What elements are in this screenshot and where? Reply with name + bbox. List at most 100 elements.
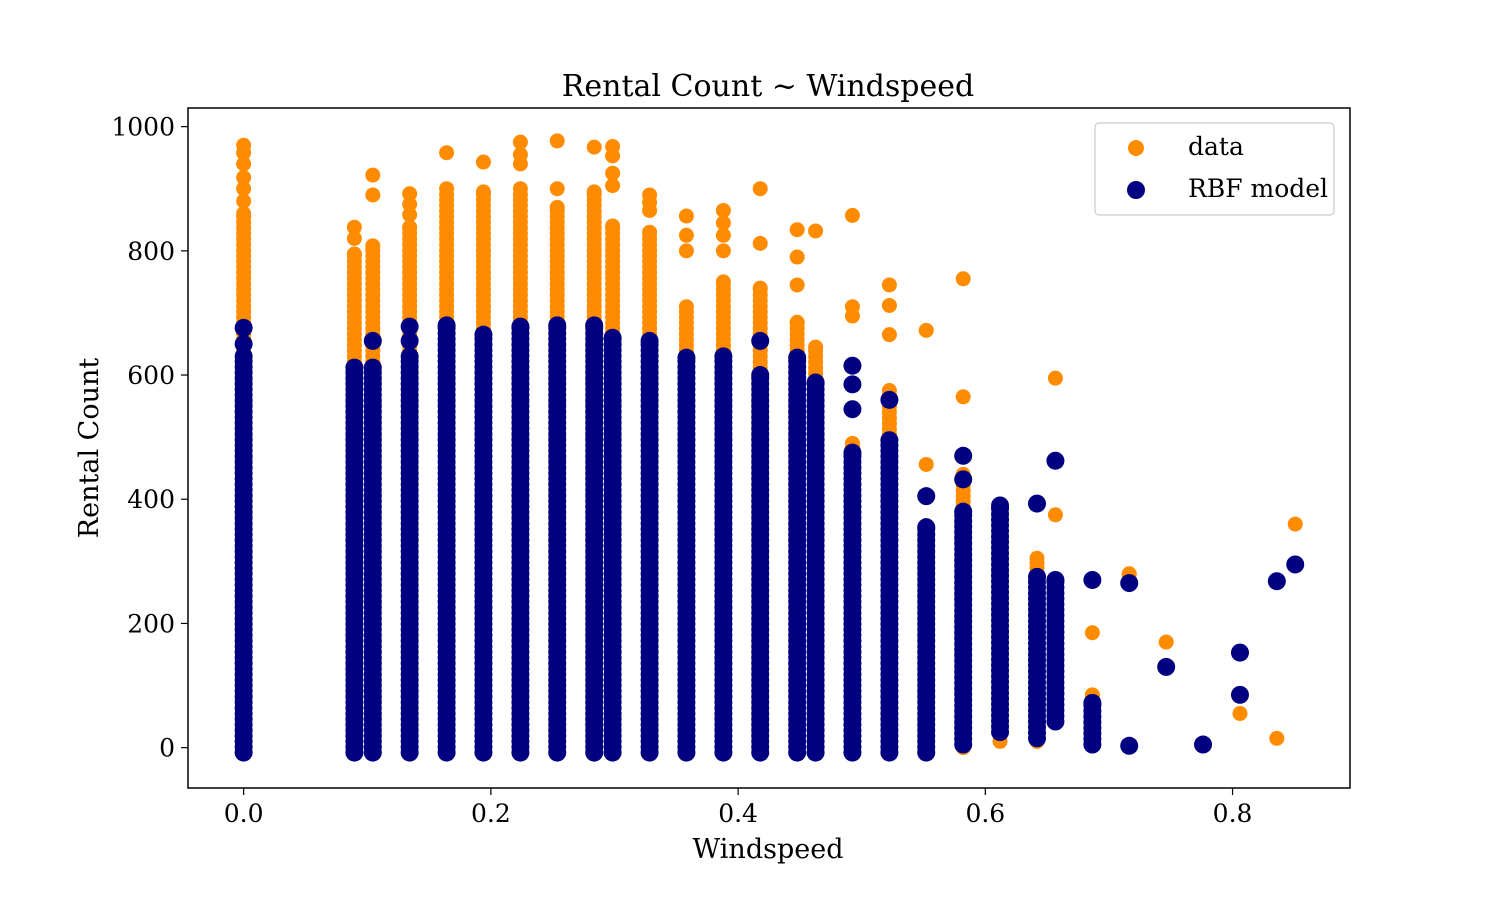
rbf-model-point (548, 316, 567, 335)
data-point (605, 178, 621, 194)
rbf-model-point (1028, 494, 1046, 513)
rbf-model-point (1028, 567, 1046, 586)
data-point (678, 299, 694, 315)
rbf-model-point (1230, 685, 1249, 704)
rbf-model-point (437, 316, 456, 335)
data-point (844, 207, 860, 223)
data-point (881, 277, 897, 293)
data-point (365, 167, 381, 183)
rbf-model-point (1083, 693, 1102, 712)
y-tick-label: 800 (127, 237, 175, 266)
x-tick-label: 0.2 (471, 799, 511, 828)
data-point (605, 139, 621, 154)
rbf-model-point (751, 331, 770, 350)
data-point (402, 207, 418, 223)
rbf-model-point (474, 325, 493, 344)
rbf-model-point (788, 348, 807, 367)
rbf-model-point (880, 390, 899, 409)
rbf-model-point (677, 348, 696, 367)
points-layer (234, 133, 1305, 762)
rbf-model-point (640, 331, 659, 350)
data-point (955, 271, 971, 287)
x-tick-label: 0.0 (224, 799, 264, 828)
rbf-model-point (843, 400, 862, 419)
x-tick-label: 0.6 (965, 799, 1005, 828)
data-point (346, 230, 362, 246)
data-point (346, 219, 362, 235)
data-point (1158, 634, 1174, 650)
data-point (439, 145, 455, 161)
data-point (402, 219, 418, 235)
data-point (789, 222, 805, 238)
y-tick-label: 0 (159, 734, 175, 763)
data-point (715, 215, 731, 231)
rbf-model-point (585, 316, 604, 335)
data-point (512, 181, 528, 197)
y-axis-label: Rental Count (74, 358, 105, 539)
data-point (1232, 705, 1248, 721)
y-axis-ticks: 0 200 400 600 800 1000 (111, 113, 188, 763)
data-point (642, 187, 658, 203)
data-point (549, 181, 565, 197)
legend-box (1094, 122, 1335, 216)
rbf-model-point (843, 443, 862, 462)
y-tick-label: 1000 (111, 113, 175, 142)
rbf-model-point (714, 347, 733, 366)
legend-marker-rbf-model (1127, 181, 1145, 199)
data-point (955, 389, 971, 405)
rbf-model-point (843, 375, 862, 394)
data-point (715, 274, 731, 290)
rbf-model-point (1046, 451, 1065, 470)
data-point (752, 181, 768, 197)
rbf-model-point (400, 331, 419, 350)
data-point (365, 187, 381, 203)
data-point (605, 165, 621, 181)
rbf-model-point (954, 470, 973, 489)
data-point (881, 297, 897, 313)
data-point (236, 181, 252, 197)
data-point (512, 147, 528, 163)
rbf-model-point (843, 356, 862, 375)
data-point (512, 134, 528, 150)
rbf-model-point (954, 502, 973, 521)
data-point (1029, 550, 1045, 566)
data-point (789, 249, 805, 265)
data-point (808, 339, 824, 355)
rbf-model-point (880, 431, 899, 450)
data-point (789, 277, 805, 293)
data-point (439, 181, 455, 197)
data-point (236, 193, 252, 209)
data-point (1287, 516, 1303, 532)
data-point (918, 322, 934, 338)
x-axis-ticks: 0.0 0.2 0.4 0.6 0.8 (224, 788, 1252, 828)
data-point (236, 137, 252, 153)
data-point (586, 139, 602, 155)
rbf-model-point (917, 487, 936, 506)
rbf-model-point (400, 347, 419, 366)
rbf-model-point (1230, 643, 1249, 662)
rbf-model-point (511, 317, 530, 336)
rbf-model-point (234, 318, 253, 337)
rbf-model-point (1120, 574, 1139, 593)
data-point (918, 456, 934, 472)
rbf-model-point (751, 366, 770, 385)
data-point (678, 227, 694, 243)
data-point (1047, 370, 1063, 386)
data-point (549, 199, 565, 215)
x-tick-label: 0.4 (718, 799, 758, 828)
rbf-model-point (1046, 570, 1065, 589)
data-point (475, 184, 491, 200)
x-axis-label: Windspeed (693, 834, 844, 865)
rbf-model-point (954, 446, 973, 465)
data-point (236, 170, 252, 186)
data-point (402, 186, 418, 202)
data-point (365, 238, 381, 254)
data-point (605, 218, 621, 234)
data-point (808, 223, 824, 239)
rbf-model-point (363, 331, 382, 350)
legend-label-data: data (1188, 132, 1244, 161)
plot-frame (187, 107, 1351, 789)
rbf-model-point (1120, 736, 1139, 755)
data-point (678, 243, 694, 259)
